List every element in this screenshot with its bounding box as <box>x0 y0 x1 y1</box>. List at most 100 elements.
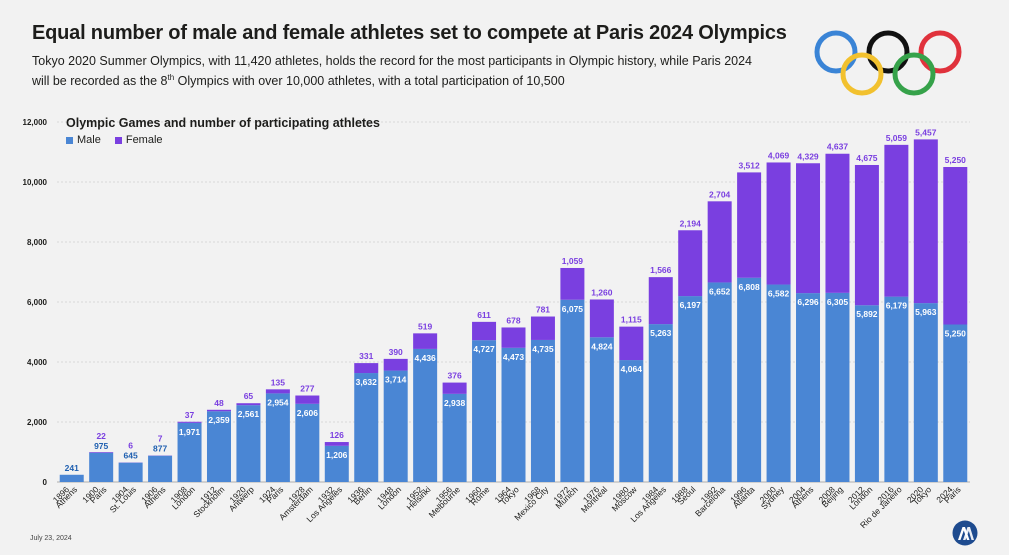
bar-female <box>648 277 673 325</box>
female-value-label: 135 <box>271 377 285 387</box>
male-value-label: 6,075 <box>562 304 584 314</box>
bar-female <box>884 144 909 297</box>
female-value-label: 6 <box>128 441 133 451</box>
bar-female <box>619 326 644 361</box>
male-value-label: 5,963 <box>915 307 937 317</box>
male-value-label: 4,824 <box>591 341 613 351</box>
page-subtitle: Tokyo 2020 Summer Olympics, with 11,420 … <box>32 53 772 89</box>
female-value-label: 1,115 <box>621 315 642 325</box>
legend-label-male: Male <box>77 134 101 146</box>
subtitle-text-end: Olympics with over 10,000 athletes, with… <box>174 73 565 88</box>
bar-female <box>206 409 231 412</box>
y-tick-label: 0 <box>43 478 48 487</box>
bar-male <box>943 324 968 482</box>
male-value-label: 6,582 <box>768 289 790 299</box>
bar-female <box>943 167 968 325</box>
legend-item-female: Female <box>114 134 163 146</box>
male-value-label: 2,938 <box>444 398 466 408</box>
male-value-label: 877 <box>153 444 167 454</box>
y-tick-label: 2,000 <box>27 418 48 427</box>
male-value-label: 1,206 <box>326 450 348 460</box>
legend-item-male: Male <box>66 134 101 146</box>
male-value-label: 6,808 <box>738 282 760 292</box>
legend-label-female: Female <box>125 134 163 146</box>
female-value-label: 277 <box>300 384 314 394</box>
subtitle-text: Tokyo 2020 Summer Olympics, with 11,420 … <box>32 54 752 88</box>
bar-female <box>89 452 114 453</box>
female-value-label: 5,457 <box>915 127 937 137</box>
bar-male <box>148 455 173 482</box>
male-value-label: 975 <box>94 441 108 451</box>
female-value-label: 7 <box>158 434 163 444</box>
bar-female <box>825 153 850 293</box>
bar-male <box>118 462 143 482</box>
bar-male <box>589 337 614 482</box>
bar-female <box>530 316 555 340</box>
female-value-label: 2,704 <box>709 189 731 199</box>
bar-male <box>442 393 467 482</box>
female-value-label: 678 <box>506 315 520 325</box>
male-value-label: 6,197 <box>680 300 702 310</box>
bar-male <box>678 296 703 482</box>
page-title: Equal number of male and female athletes… <box>32 22 787 44</box>
female-value-label: 4,637 <box>827 142 849 152</box>
male-value-label: 241 <box>65 463 79 473</box>
bar-male <box>265 393 290 482</box>
female-value-label: 126 <box>330 430 344 440</box>
bar-male <box>89 452 114 482</box>
bar-male <box>413 348 438 482</box>
bar-male <box>737 277 762 482</box>
female-value-label: 5,059 <box>886 133 908 143</box>
bar-female <box>501 327 526 348</box>
y-tick-label: 10,000 <box>23 178 48 187</box>
male-value-label: 3,632 <box>356 377 378 387</box>
bar-male <box>766 284 791 482</box>
female-value-label: 781 <box>536 305 550 315</box>
female-value-label: 2,194 <box>680 218 702 228</box>
bar-female <box>324 442 349 446</box>
male-value-label: 4,473 <box>503 352 525 362</box>
bar-female <box>766 162 791 285</box>
y-tick-label: 8,000 <box>27 238 48 247</box>
bar-male <box>383 370 408 482</box>
male-value-label: 6,305 <box>827 297 849 307</box>
bar-female <box>295 395 320 404</box>
bar-male <box>854 305 879 482</box>
bar-male <box>206 411 231 482</box>
bar-female <box>796 163 821 294</box>
bar-female <box>560 267 585 300</box>
male-value-label: 4,436 <box>415 353 437 363</box>
bar-female <box>413 333 438 349</box>
female-value-label: 37 <box>185 410 195 420</box>
bar-male <box>501 347 526 482</box>
bar-male <box>560 299 585 482</box>
bar-male <box>530 339 555 482</box>
bar-male <box>236 405 261 482</box>
publication-date: July 23, 2024 <box>30 535 72 542</box>
bar-female <box>354 363 379 374</box>
bar-male <box>324 445 349 482</box>
bar-female <box>442 382 467 394</box>
legend-swatch-male <box>66 136 73 144</box>
bar-male <box>295 403 320 482</box>
male-value-label: 5,892 <box>856 309 878 319</box>
male-value-label: 6,179 <box>886 301 908 311</box>
bar-female <box>678 230 703 297</box>
male-value-label: 4,735 <box>532 344 554 354</box>
bar-male <box>59 474 84 482</box>
bar-female <box>854 164 879 306</box>
bar-female <box>707 201 732 283</box>
chart-title: Olympic Games and number of participatin… <box>66 116 380 130</box>
olympic-rings-logo <box>814 30 962 96</box>
female-value-label: 1,566 <box>650 265 672 275</box>
female-value-label: 4,329 <box>797 151 819 161</box>
bar-male <box>472 340 497 482</box>
male-value-label: 2,954 <box>267 397 289 407</box>
chart-legend: Male Female <box>66 134 163 146</box>
bar-female <box>383 358 408 371</box>
female-value-label: 519 <box>418 321 432 331</box>
bar-male <box>648 324 673 482</box>
female-value-label: 4,069 <box>768 150 790 160</box>
male-value-label: 3,714 <box>385 375 407 385</box>
